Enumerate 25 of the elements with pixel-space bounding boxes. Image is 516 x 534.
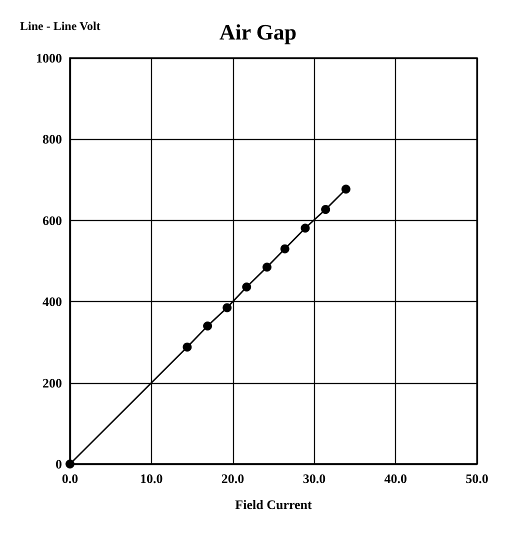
x-tick-label: 0.0 — [62, 471, 78, 486]
y-axis-title: Line - Line Volt — [20, 19, 100, 33]
y-tick-label: 600 — [42, 212, 62, 228]
y-tick-label: 0 — [56, 456, 62, 472]
x-axis-title: Field Current — [235, 497, 312, 512]
point — [300, 224, 310, 233]
x-tick-label: 40.0 — [384, 471, 407, 486]
x-tick-label: 30.0 — [302, 471, 326, 486]
point — [222, 303, 232, 312]
point — [66, 460, 74, 468]
y-tick-label: 1000 — [36, 50, 62, 66]
x-tick-label: 20.0 — [221, 471, 244, 486]
point — [341, 184, 350, 194]
point — [280, 244, 290, 254]
point — [262, 262, 272, 272]
point — [182, 342, 192, 352]
y-tick-label: 200 — [42, 375, 62, 390]
y-tick-label: 400 — [42, 294, 62, 310]
x-tick-label: 50.0 — [466, 471, 488, 486]
y-tick-label: 800 — [42, 132, 62, 147]
point — [203, 321, 212, 330]
point — [321, 204, 330, 214]
chart-title: Air Gap — [219, 20, 297, 44]
point — [242, 282, 252, 292]
x-tick-label: 10.0 — [140, 471, 163, 486]
